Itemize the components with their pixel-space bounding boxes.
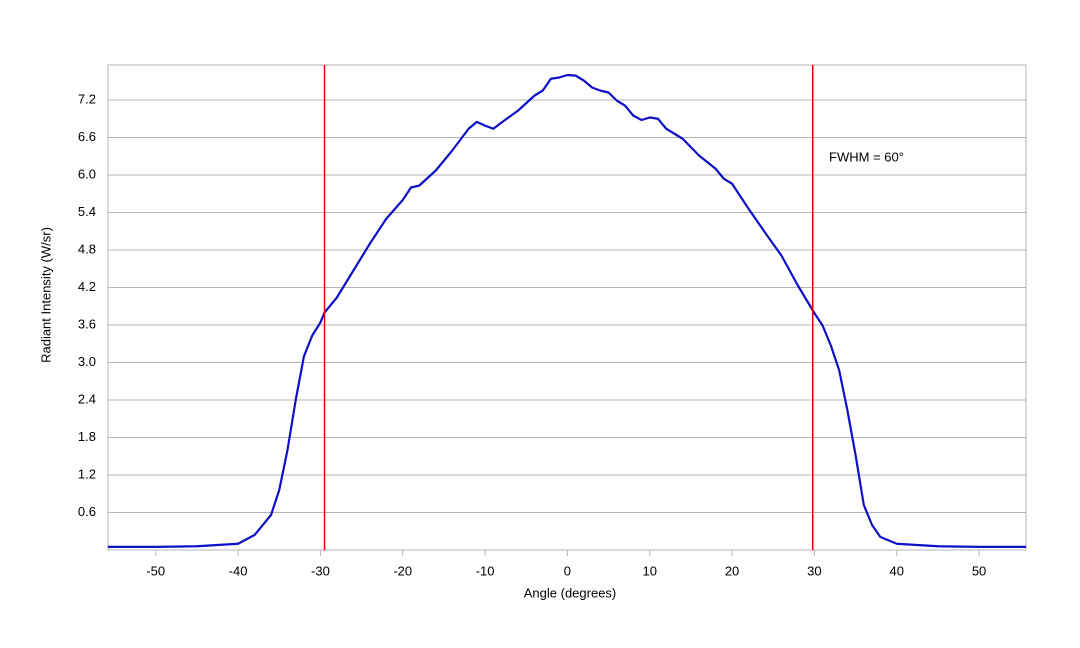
y-tick-label: 3.0 xyxy=(78,354,96,369)
y-tick-label: 1.8 xyxy=(78,429,96,444)
x-tick-label: 30 xyxy=(807,563,821,578)
x-tick-label: -50 xyxy=(146,563,165,578)
y-tick-label: 3.6 xyxy=(78,316,96,331)
x-tick-label: -30 xyxy=(311,563,330,578)
y-tick-label: 6.6 xyxy=(78,129,96,144)
y-tick-label: 1.2 xyxy=(78,466,96,481)
y-tick-label: 7.2 xyxy=(78,91,96,106)
x-tick-label: -20 xyxy=(393,563,412,578)
y-axis-label: Radiant Intensity (W/sr) xyxy=(38,227,53,363)
x-tick-label: -10 xyxy=(476,563,495,578)
plot-frame xyxy=(107,64,1027,551)
x-tick-label: 50 xyxy=(972,563,986,578)
x-tick-label: 40 xyxy=(890,563,904,578)
annotation: FWHM = 60° xyxy=(829,149,904,164)
y-tick-label: 0.6 xyxy=(78,504,96,519)
y-tick-label: 4.8 xyxy=(78,241,96,256)
x-tick-label: -40 xyxy=(229,563,248,578)
x-tick-label: 20 xyxy=(725,563,739,578)
data-line xyxy=(108,73,1026,548)
y-tick-label: 2.4 xyxy=(78,391,96,406)
y-tick-label: 6.0 xyxy=(78,166,96,181)
y-tick-label: 5.4 xyxy=(78,204,96,219)
y-tick-label: 4.2 xyxy=(78,279,96,294)
x-axis-label: Angle (degrees) xyxy=(524,585,617,600)
x-tick-label: 0 xyxy=(564,563,571,578)
x-tick-label: 10 xyxy=(643,563,657,578)
